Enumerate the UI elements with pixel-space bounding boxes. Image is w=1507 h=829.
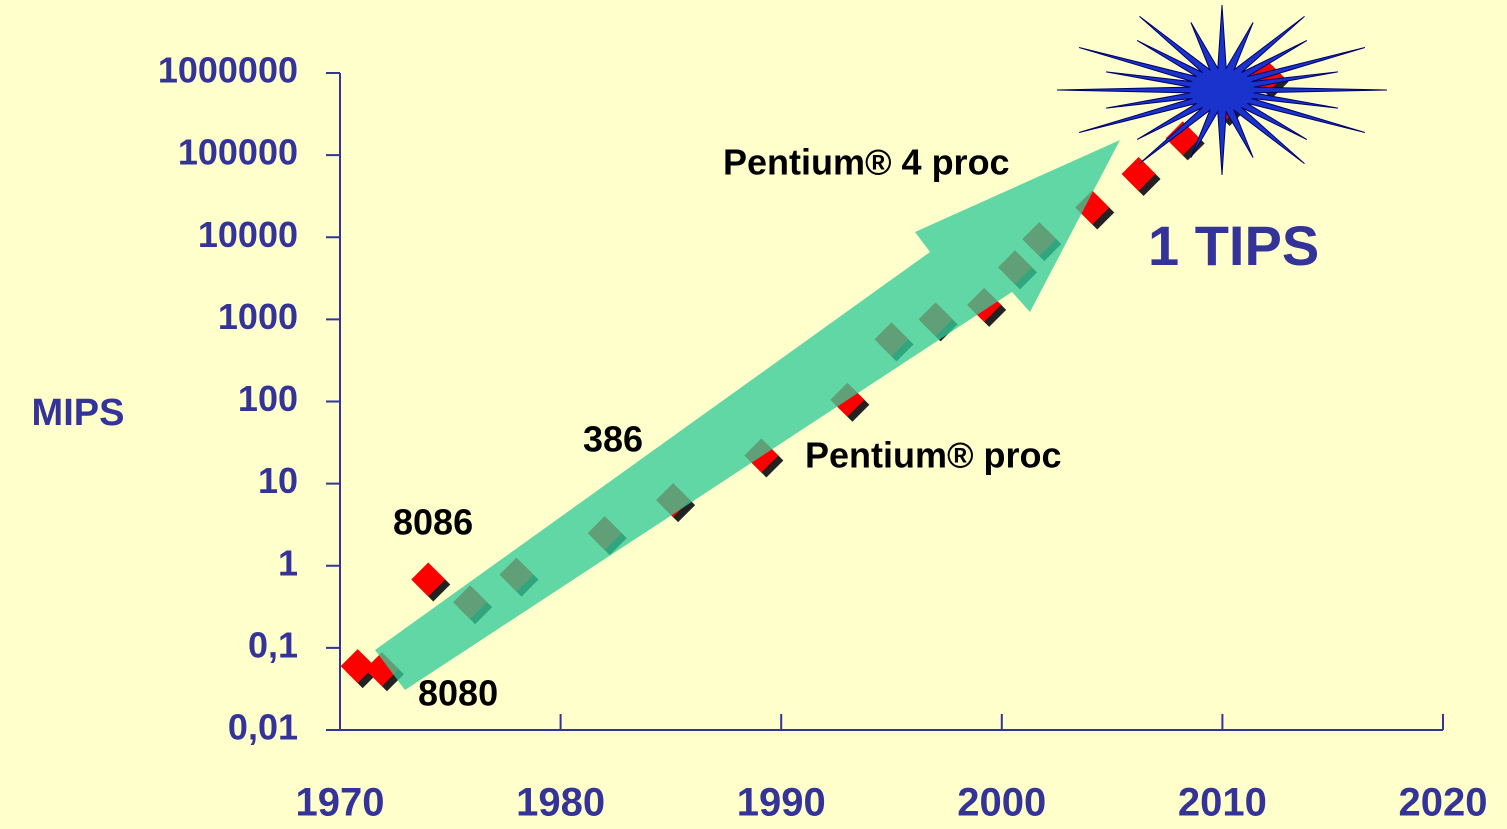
x-tick-label: 2020 [1399, 781, 1488, 825]
y-tick-label: 10 [258, 460, 298, 501]
y-tick-label: 0,1 [248, 624, 298, 665]
annotations: 8080 8086 386 Pentium® proc Pentium® 4 proc 1… [393, 142, 1319, 714]
y-tick-label: 100 [238, 378, 298, 419]
page: {"chart_data": {"type": "scatter", "y_la… [0, 0, 1507, 829]
y-tick-label: 10000 [198, 214, 298, 255]
x-tick-label: 1970 [296, 781, 385, 825]
y-tick-label: 100000 [178, 132, 298, 173]
y-tick-label: 1000000 [158, 50, 298, 91]
y-axis-label: MIPS [32, 392, 125, 434]
y-tick-label: 1000 [218, 296, 298, 337]
annotation: 8080 [418, 673, 498, 714]
y-tick-label: 1 [278, 542, 298, 583]
annotation: Pentium® proc [805, 435, 1062, 476]
x-tick-label: 1990 [737, 781, 826, 825]
annotation: Pentium® 4 proc [723, 142, 1010, 183]
x-tick-label: 2000 [957, 781, 1046, 825]
chart: MIPS 8080 8086 386 Pentium® proc Pentium® 4 … [0, 0, 1507, 829]
x-tick-label: 2010 [1178, 781, 1267, 825]
annotation: 1 TIPS [1148, 214, 1319, 277]
x-tick-label: 1980 [516, 781, 605, 825]
annotation: 386 [583, 419, 643, 460]
trend-arrow [375, 140, 1120, 690]
annotation: 8086 [393, 502, 473, 543]
y-tick-label: 0,01 [228, 707, 298, 748]
